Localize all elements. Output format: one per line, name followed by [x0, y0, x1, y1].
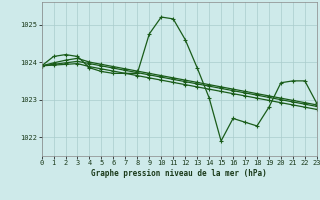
X-axis label: Graphe pression niveau de la mer (hPa): Graphe pression niveau de la mer (hPa): [91, 169, 267, 178]
